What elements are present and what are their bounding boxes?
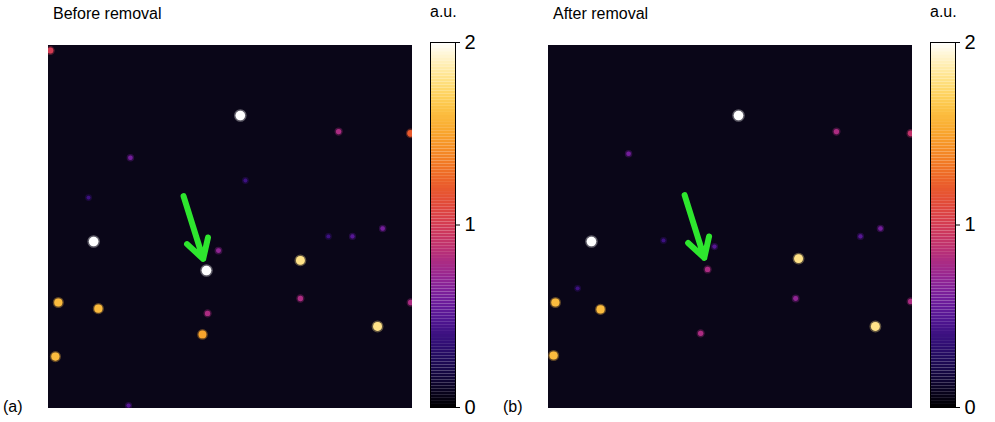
svg-text:1: 1 (465, 213, 476, 235)
svg-text:0: 0 (465, 396, 476, 418)
html-text:(a): (a) (3, 398, 23, 415)
svg-text:2: 2 (965, 31, 976, 53)
html-text:a.u.: a.u. (930, 3, 957, 20)
html-text:Before removal: Before removal (53, 5, 162, 22)
html-text:a.u.: a.u. (430, 3, 457, 20)
html-text:After removal: After removal (553, 5, 649, 22)
svg-text:1: 1 (965, 213, 976, 235)
svg-text:0: 0 (965, 396, 976, 418)
html-text:(b): (b) (503, 398, 523, 415)
svg-text:2: 2 (465, 31, 476, 53)
